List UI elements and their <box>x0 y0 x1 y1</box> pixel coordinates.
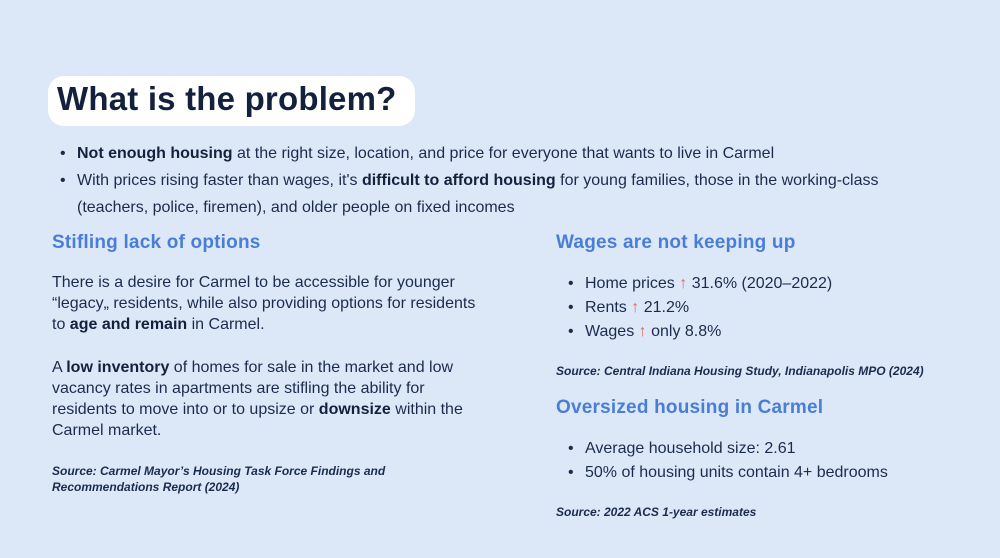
stat-bullet-household-size: Average household size: 2.61 <box>568 437 966 461</box>
stat-bullet-bedrooms: 50% of housing units contain 4+ bedrooms <box>568 461 966 485</box>
stat-bullet-home-prices: Home prices ↑ 31.6% (2020–2022) <box>568 272 966 296</box>
source-note-acs: Source: 2022 ACS 1-year estimates <box>556 505 757 519</box>
section-heading-oversized: Oversized housing in Carmel <box>556 397 824 418</box>
section-heading-wages: Wages are not keeping up <box>556 232 796 253</box>
source-note-mpo: Source: Central Indiana Housing Study, I… <box>556 364 924 378</box>
right-column: Wages are not keeping up Home prices ↑ 3… <box>556 232 966 520</box>
source-note-task-force: Source: Carmel Mayor’s Housing Task Forc… <box>52 464 386 494</box>
title-highlight: What is the problem? <box>48 76 415 126</box>
left-column: Stifling lack of options There is a desi… <box>52 232 484 495</box>
oversized-stat-list: Average household size: 2.61 50% of hous… <box>568 437 966 485</box>
intro-bullet: With prices rising faster than wages, it… <box>58 167 948 221</box>
options-paragraph-2: A low inventory of homes for sale in the… <box>52 359 463 439</box>
wages-section: Wages are not keeping up Home prices ↑ 3… <box>556 232 966 379</box>
options-paragraph-1: There is a desire for Carmel to be acces… <box>52 274 476 333</box>
page-title: What is the problem? <box>57 80 397 117</box>
section-heading-options: Stifling lack of options <box>52 232 261 253</box>
stat-bullet-wages: Wages ↑ only 8.8% <box>568 320 966 344</box>
stat-bullet-rents: Rents ↑ 21.2% <box>568 296 966 320</box>
intro-bullet-list: Not enough housing at the right size, lo… <box>58 140 948 221</box>
title-block: What is the problem? <box>48 76 415 126</box>
wages-stat-list: Home prices ↑ 31.6% (2020–2022) Rents ↑ … <box>568 272 966 344</box>
intro-bullet: Not enough housing at the right size, lo… <box>58 140 948 167</box>
oversized-housing-section: Oversized housing in Carmel Average hous… <box>556 397 966 520</box>
